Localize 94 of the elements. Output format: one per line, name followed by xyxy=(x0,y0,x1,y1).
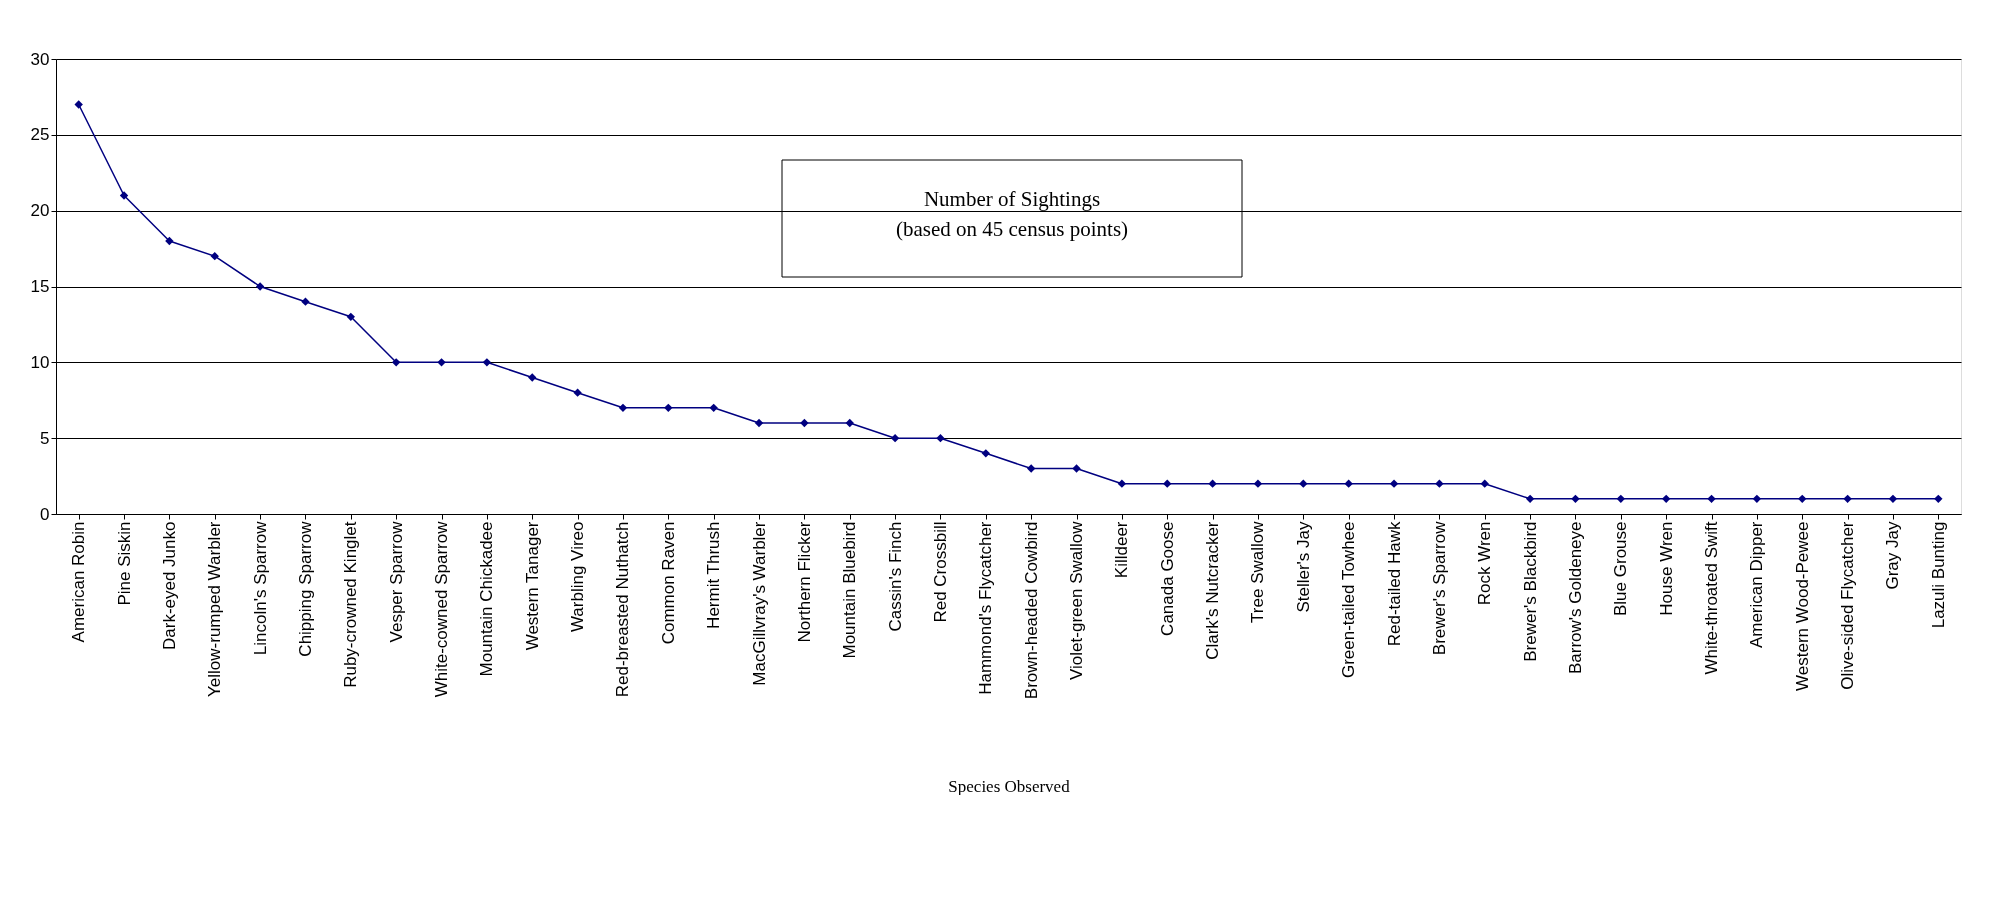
point xyxy=(1934,494,1943,504)
x-tick-label: Western Tanager xyxy=(522,521,542,651)
x-tick-label: House Wren xyxy=(1656,521,1676,616)
x-tick-label: Mountain Chickadee xyxy=(477,521,497,677)
y-tick-label: 0 xyxy=(40,504,50,524)
x-tick-label: American Robin xyxy=(69,521,89,643)
point xyxy=(1707,494,1716,504)
point xyxy=(800,418,809,428)
x-tick-label: Red-tailed Hawk xyxy=(1384,521,1404,647)
text: (based on 45 census points) xyxy=(895,217,1129,241)
point xyxy=(1435,479,1444,488)
x-tick-label: Hermit Thrush xyxy=(704,521,724,629)
point xyxy=(210,251,219,261)
point xyxy=(1662,494,1671,504)
x-tick-label: White-cowned Sparrow xyxy=(432,520,452,698)
x-tick-label: Red-breasted Nuthatch xyxy=(613,521,633,698)
text: Number of Sightings xyxy=(923,187,1101,211)
point xyxy=(437,358,446,367)
point xyxy=(573,388,582,397)
x-tick-label: Green-tailed Towhee xyxy=(1339,521,1359,679)
y-tick-label: 20 xyxy=(30,201,50,221)
x-tick-label: Brewer's Blackbird xyxy=(1520,521,1540,662)
point xyxy=(119,191,129,200)
point xyxy=(1117,479,1127,488)
point xyxy=(664,403,673,413)
x-tick-label: American Dipper xyxy=(1747,521,1767,649)
point xyxy=(1616,494,1625,504)
x-tick-label: Rock Wren xyxy=(1475,521,1495,606)
point xyxy=(1888,494,1898,504)
x-tick-label: Lincoln's Sparrow xyxy=(250,520,270,656)
x-tick-label: Blue Grouse xyxy=(1611,521,1631,616)
point xyxy=(1299,479,1308,488)
x-tick-label: Yellow-rumped Warbler xyxy=(205,521,225,697)
point xyxy=(1389,479,1399,488)
x-tick-label: Mountain Bluebird xyxy=(840,521,860,659)
point xyxy=(936,433,945,443)
point xyxy=(1480,479,1489,488)
y-tick-label: 10 xyxy=(30,352,50,372)
y-tick-label: 5 xyxy=(40,428,50,448)
x-tick-label: Canada Goose xyxy=(1157,521,1177,636)
x-tick-label: Killdeer xyxy=(1112,521,1132,579)
point xyxy=(1525,494,1535,504)
x-tick-label: Clark's Nutcracker xyxy=(1203,521,1223,660)
point xyxy=(1344,479,1353,488)
x-tick-label: Tree Swallow xyxy=(1248,520,1268,623)
x-tick-label: Barrow's Goldeneye xyxy=(1565,521,1585,675)
y-tick-label: 30 xyxy=(30,49,50,69)
x-tick-label: Gray Jay xyxy=(1883,521,1903,590)
point xyxy=(528,373,537,382)
x-tick-label: Ruby-crowned Kinglet xyxy=(341,521,361,688)
point xyxy=(1027,464,1036,473)
x-tick-label: MacGillvray's Warbler xyxy=(749,521,769,686)
x-tick-label: Lazuli Bunting xyxy=(1928,521,1948,629)
point xyxy=(392,358,401,367)
x-tick-label: Red Crossbill xyxy=(930,521,950,623)
point xyxy=(754,418,764,428)
point xyxy=(1752,494,1762,504)
x-tick-label: Brewer's Sparrow xyxy=(1429,520,1449,656)
x-tick-label: Chipping Sparrow xyxy=(295,520,315,657)
x-tick-label: Common Raven xyxy=(658,521,678,645)
x-tick-label: Brown-headed Cowbird xyxy=(1021,521,1041,700)
y-tick-label: 25 xyxy=(30,125,50,145)
point xyxy=(1208,479,1217,488)
point xyxy=(346,312,355,322)
point xyxy=(1843,494,1852,504)
point xyxy=(1163,479,1172,488)
x-tick-label: Western Wood-Pewee xyxy=(1792,521,1812,691)
x-tick-label: Violet-green Swallow xyxy=(1067,520,1087,680)
y-tick-label: 15 xyxy=(30,277,50,296)
point xyxy=(1571,494,1580,504)
point xyxy=(709,403,718,413)
x-tick-label: White-throated Swift xyxy=(1702,521,1722,675)
point xyxy=(981,449,990,458)
x-tick-label: Northern Flicker xyxy=(794,521,814,643)
x-tick-label: Dark-eyed Junko xyxy=(159,521,179,651)
x-axis-title: Species Observed xyxy=(948,777,1071,797)
point xyxy=(74,100,83,109)
x-tick-label: Steller's Jay xyxy=(1293,521,1313,613)
x-tick-label: Hammond's Flycatcher xyxy=(976,521,996,695)
point xyxy=(1253,479,1263,488)
point xyxy=(845,418,854,428)
x-tick-label: Vesper Sparrow xyxy=(386,520,406,643)
point xyxy=(1798,494,1807,504)
point xyxy=(255,282,265,291)
point xyxy=(1072,464,1081,473)
x-tick-label: Olive-sided Flycatcher xyxy=(1838,521,1858,690)
point xyxy=(890,433,900,443)
x-tick-label: Pine Siskin xyxy=(114,521,134,606)
point xyxy=(301,297,310,306)
point xyxy=(165,236,174,246)
point xyxy=(482,358,492,367)
x-tick-label: Cassin's Finch xyxy=(885,521,905,632)
x-tick-label: Warbling Vireo xyxy=(568,521,588,633)
point xyxy=(618,403,628,413)
